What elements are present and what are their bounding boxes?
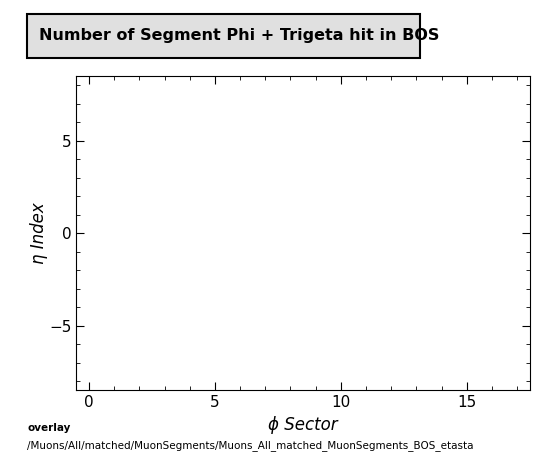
Text: overlay: overlay [27, 423, 70, 433]
Text: /Muons/All/matched/MuonSegments/Muons_All_matched_MuonSegments_BOS_etasta: /Muons/All/matched/MuonSegments/Muons_Al… [27, 440, 474, 451]
FancyBboxPatch shape [27, 14, 420, 58]
X-axis label: ϕ Sector: ϕ Sector [268, 416, 338, 434]
Text: Number of Segment Phi + Trigeta hit in BOS: Number of Segment Phi + Trigeta hit in B… [39, 28, 440, 43]
Y-axis label: η Index: η Index [30, 202, 48, 264]
